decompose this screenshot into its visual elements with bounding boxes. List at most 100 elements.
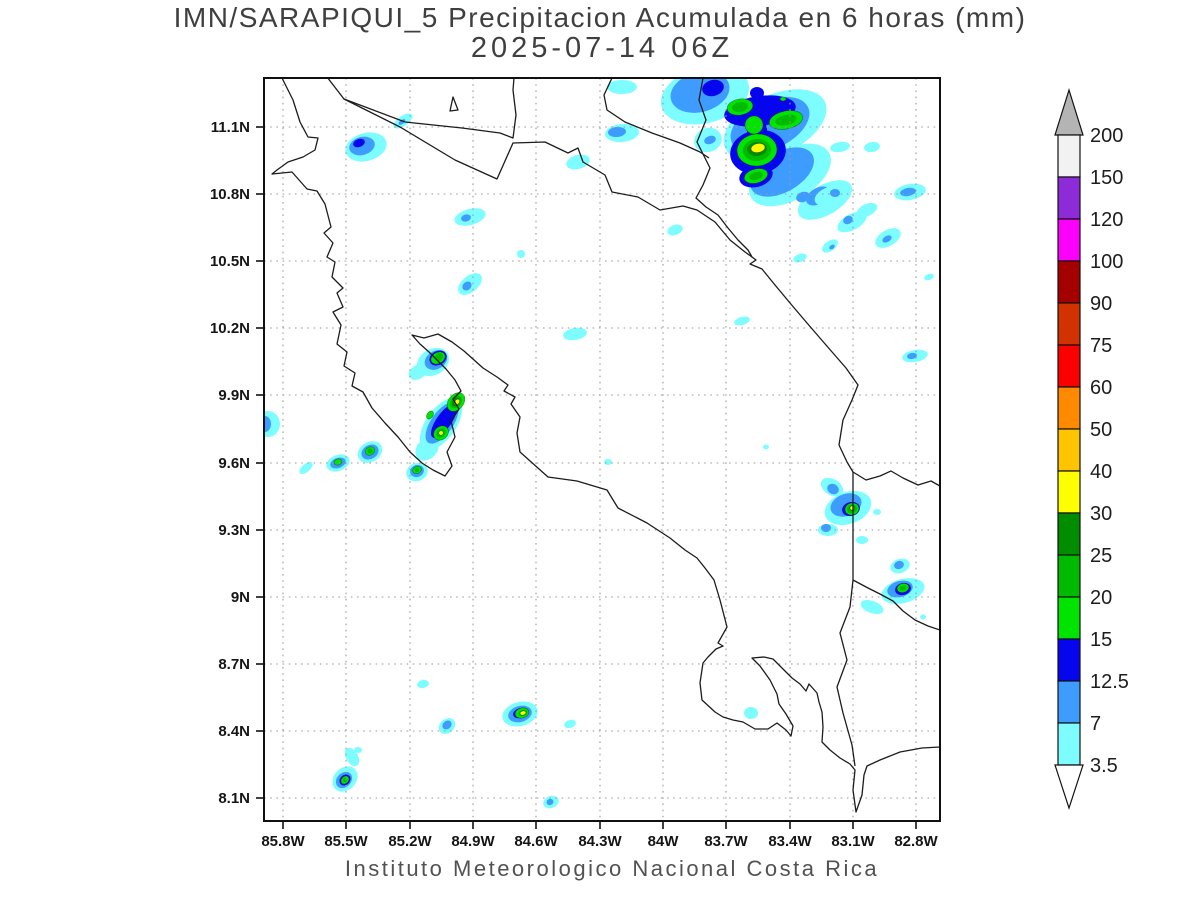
colorbar-segment	[1057, 134, 1081, 178]
precip-cell-c1	[822, 239, 838, 253]
coastline-path	[603, 78, 710, 159]
precip-shading	[264, 78, 934, 809]
colorbar-level-label: 40	[1090, 461, 1112, 483]
precip-cell-g2	[434, 353, 444, 361]
colorbar-segment	[1057, 722, 1081, 766]
colorbar-segment	[1057, 428, 1081, 472]
colorbar-segment	[1057, 176, 1081, 220]
precip-cell-g2	[732, 101, 748, 113]
precip-cell-c2	[264, 416, 271, 432]
coastline-path	[343, 98, 753, 258]
precip-cell-c1	[920, 614, 926, 620]
precip-cell-c1	[830, 141, 850, 153]
precip-cell-c2	[821, 524, 831, 532]
tick-label-lat: 10.8N	[210, 186, 250, 203]
coastline-layer	[271, 78, 940, 813]
precip-cell-g2	[367, 448, 373, 454]
precip-cell-c1	[344, 747, 360, 767]
colorbar-level-label: 3.5	[1090, 755, 1118, 777]
tick-label-lat: 9.6N	[218, 455, 250, 472]
colorbar-level-label: 100	[1090, 251, 1123, 273]
colorbar-level-label: 90	[1090, 293, 1112, 315]
precip-cell-c1	[299, 462, 313, 474]
colorbar-level-label: 75	[1090, 335, 1112, 357]
colorbar-level-label: 30	[1090, 503, 1112, 525]
precip-cell-c1	[417, 679, 429, 689]
tick-label-lon: 84.3W	[578, 833, 622, 850]
colorbar-level-label: 50	[1090, 419, 1112, 441]
precip-cell-c2	[829, 244, 835, 250]
precip-cell-c1	[837, 211, 867, 233]
precip-cell-c1	[793, 253, 807, 263]
precip-cell-g1	[333, 458, 343, 466]
tick-label-lon: 84.9W	[451, 833, 495, 850]
precip-cell-c3	[702, 79, 724, 97]
tick-label-lon: 85.8W	[261, 833, 305, 850]
precip-cell-c1	[734, 316, 750, 326]
coastline-path	[836, 472, 940, 767]
precip-cell-c2	[398, 119, 406, 125]
precip-cell-c1	[604, 459, 612, 465]
precip-cell-c2	[462, 281, 472, 291]
precip-cell-g1	[779, 96, 787, 102]
precip-cell-c1	[924, 273, 934, 281]
colorbar-segment	[1057, 680, 1081, 724]
precip-cell-g1	[426, 410, 434, 420]
map-frame	[263, 77, 941, 822]
colorbar-level-label: 7	[1090, 713, 1101, 735]
colorbar-segment	[1057, 638, 1081, 682]
precip-cell-c1	[563, 327, 587, 341]
colorbar-segment	[1057, 596, 1081, 640]
precip-cell-c2	[907, 352, 917, 360]
precip-cell-c1	[566, 154, 590, 170]
colorbar-segment	[1057, 470, 1081, 514]
precip-cell-y	[519, 710, 527, 716]
tick-label-lon: 85.2W	[388, 833, 432, 850]
precip-cell-c1	[354, 747, 362, 753]
precip-cell-c2	[546, 798, 554, 806]
precip-cell-c2	[843, 215, 853, 225]
footer-caption: Instituto Meteorologico Nacional Costa R…	[345, 856, 879, 881]
precip-cell-g2	[749, 171, 763, 181]
precip-cell-g2	[415, 468, 419, 472]
figure-title: IMN/SARAPIQUI_5 Precipitacion Acumulada …	[174, 2, 1027, 33]
tick-label-lat: 8.7N	[218, 656, 250, 673]
precip-cell-c1	[667, 224, 683, 236]
graticule	[264, 78, 940, 821]
coastline-path	[271, 78, 940, 813]
colorbar-level-label: 60	[1090, 377, 1112, 399]
precip-cell-c1	[408, 364, 428, 380]
precip-cell-c3	[353, 138, 365, 148]
tick-label-lon: 83.4W	[768, 833, 812, 850]
coastline-path	[326, 78, 517, 139]
colorbar-segment	[1057, 512, 1081, 556]
tick-label-lon: 83.1W	[831, 833, 875, 850]
precip-cell-c2	[442, 720, 452, 730]
colorbar-legend: 200 150 120 100 90 75 60 50 40 30 25 20 15 12.5 7 3.5	[1054, 87, 1129, 810]
precip-cell-c1	[864, 141, 880, 153]
tick-label-lon: 85.5W	[324, 833, 368, 850]
axes: 85.8W 85.5W 85.2W 84.9W 84.6W 84.3W 84W 83.7W 83…	[210, 119, 939, 850]
precip-cell-c1	[564, 719, 576, 729]
tick-label-lon: 84.6W	[514, 833, 558, 850]
precip-cell-g2	[899, 585, 907, 591]
precip-cell-c1	[607, 80, 637, 94]
tick-label-lat: 10.5N	[210, 253, 250, 270]
precip-cell-c2	[827, 483, 839, 495]
precip-cell-c2	[461, 214, 471, 222]
tick-label-lat: 9N	[231, 589, 250, 606]
precip-cell-g1	[744, 115, 764, 135]
colorbar-level-label: 120	[1090, 209, 1123, 231]
coastline-path	[695, 78, 940, 487]
tick-label-lat: 8.1N	[218, 790, 250, 807]
colorbar-segment	[1057, 302, 1081, 346]
tick-label-lat: 8.4N	[218, 723, 250, 740]
tick-label-lat: 11.1N	[211, 119, 250, 136]
precip-cell-c2	[894, 560, 904, 570]
precip-cell-c1	[744, 707, 758, 719]
tick-label-lat: 9.9N	[218, 387, 250, 404]
precip-cell-c1	[517, 250, 525, 258]
colorbar-arrow-top	[1054, 87, 1084, 136]
precip-cell-y	[750, 143, 766, 153]
